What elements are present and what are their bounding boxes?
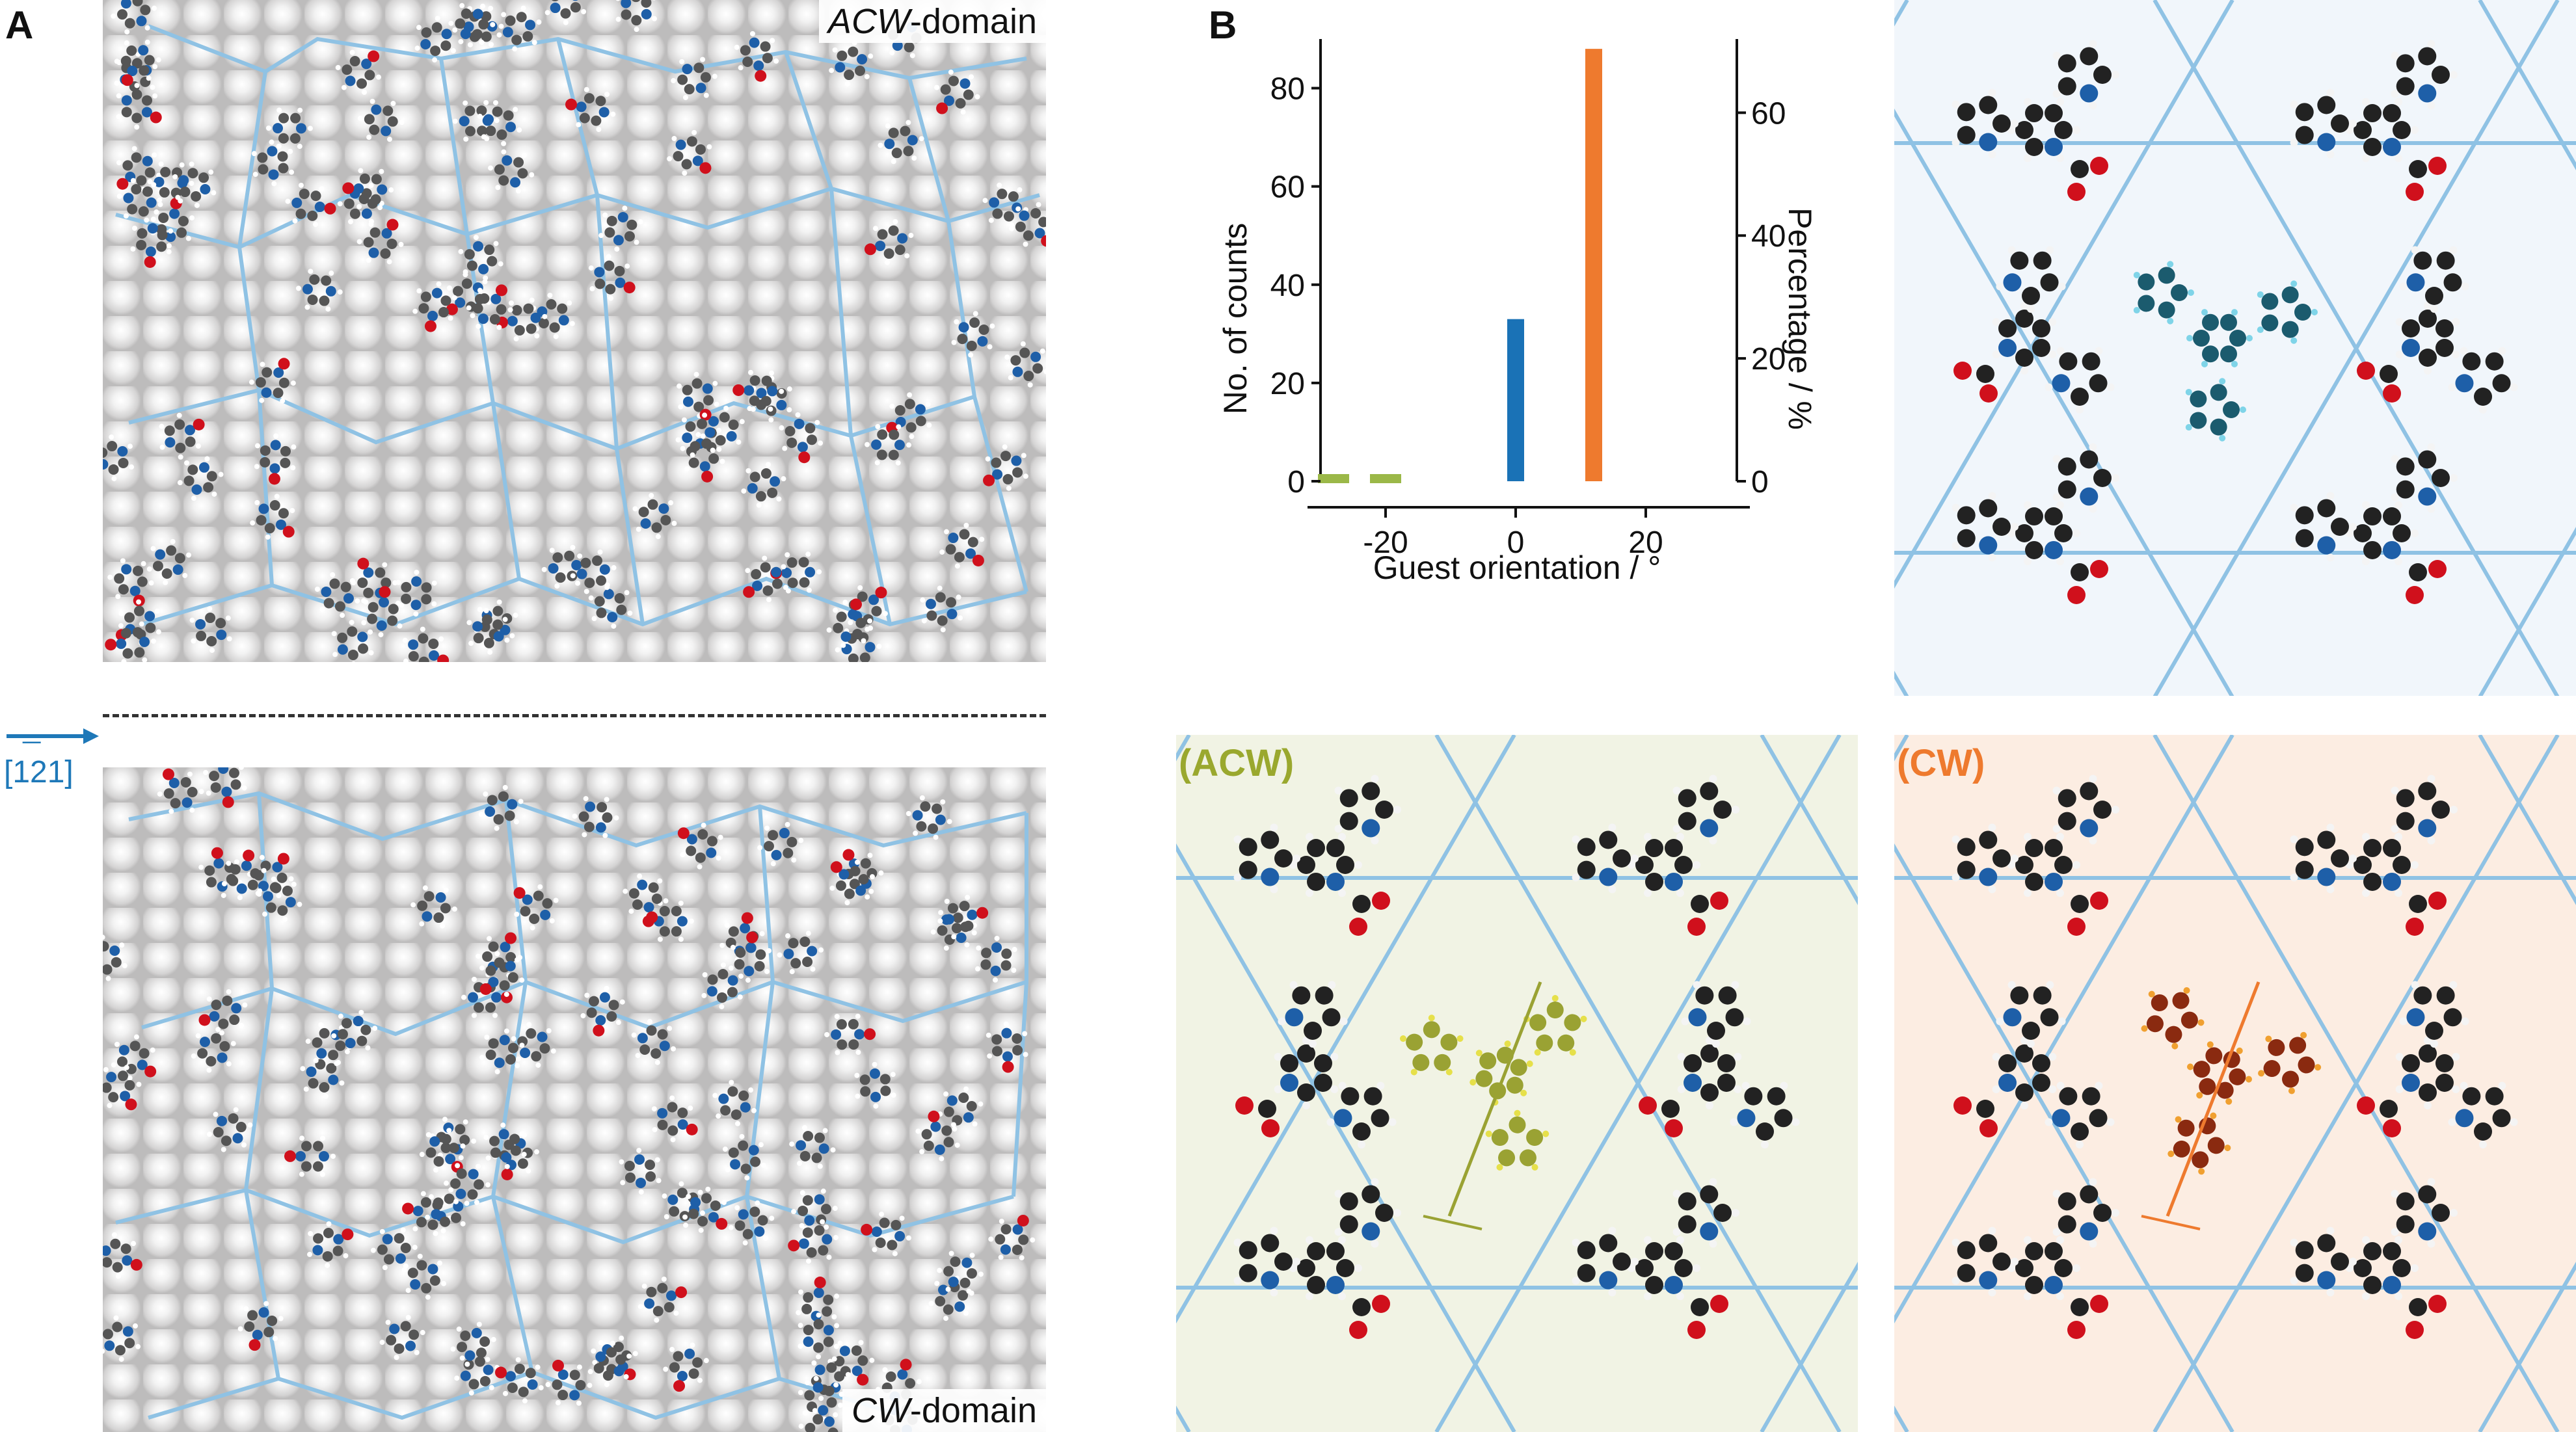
acw-model-label: (ACW) <box>1179 742 1295 784</box>
host-molecule <box>1952 443 2119 604</box>
chart-xtick-label: -20 <box>1363 525 1408 560</box>
cw-domain-simulation: CW-domain <box>103 767 1046 1432</box>
chart-ytick-label: 0 <box>1287 465 1305 499</box>
acw-network-overlay <box>103 0 1046 662</box>
acw-domain-suffix: -domain <box>909 2 1037 41</box>
acw-domain-prefix: ACW <box>827 2 910 41</box>
lattice-lines <box>1176 735 1858 1432</box>
orientation-bar-chart: 0 20 40 60 80 0 20 40 60 -20 0 20 Guest orientation… <box>1217 39 1818 586</box>
host-molecule <box>1952 1178 2119 1339</box>
host-molecule <box>2290 1178 2458 1339</box>
neutral-model-drawing <box>1894 0 2576 696</box>
direction-arrow-icon <box>7 728 99 744</box>
guest-molecule <box>2133 261 2318 442</box>
chart-bar <box>1507 319 1524 481</box>
direction-overbars: ‾‾ <box>23 739 40 771</box>
guest-molecule <box>2141 987 2322 1175</box>
host-molecule <box>1639 981 1800 1148</box>
domain-separator <box>103 714 1046 717</box>
lattice-lines <box>1894 735 2576 1432</box>
chart-ylabel: No. of counts <box>1217 223 1254 415</box>
host-molecule <box>1952 40 2119 201</box>
chart-ytick-label: 20 <box>1270 367 1305 401</box>
host-molecule <box>1953 981 2115 1148</box>
acw-domain-simulation: ACW-domain <box>103 0 1046 662</box>
cw-model-label: (CW) <box>1897 742 1985 784</box>
chart-ylabel-right: Percentage / % <box>1782 207 1818 430</box>
acw-domain-label: ACW-domain <box>818 0 1046 43</box>
host-molecule <box>2290 775 2458 936</box>
chart-ytick-right-label: 0 <box>1751 465 1769 499</box>
host-molecule <box>1235 981 1397 1148</box>
host-molecule <box>1233 775 1401 936</box>
panel-a-letter: A <box>5 3 34 47</box>
cw-domain-label: CW-domain <box>842 1389 1046 1432</box>
angle-marker <box>1423 1215 1483 1230</box>
host-molecule <box>1572 1178 1739 1339</box>
chart-ytick-label: 60 <box>1270 170 1305 205</box>
guest-molecule <box>1400 995 1587 1171</box>
chart-ytick-right-label: 40 <box>1751 219 1786 254</box>
host-molecule <box>2357 246 2518 414</box>
angle-marker <box>2141 1215 2201 1230</box>
neutral-model <box>1894 0 2576 696</box>
host-molecule <box>1233 1178 1401 1339</box>
host-molecule <box>2290 40 2458 201</box>
cw-domain-prefix: CW <box>851 1391 910 1430</box>
chart-bar <box>1585 49 1602 482</box>
cw-model-drawing <box>1894 735 2576 1432</box>
chart-ytick-right-label: 20 <box>1751 342 1786 377</box>
host-molecule <box>2290 443 2458 604</box>
chart-xtick-label: 20 <box>1628 525 1663 560</box>
acw-model: (ACW) <box>1176 735 1858 1432</box>
acw-model-drawing <box>1176 735 1858 1432</box>
chart-ytick-label: 80 <box>1270 72 1305 107</box>
direction-indicator: ‾‾ [121] <box>0 727 99 799</box>
guest-axis-line <box>1447 981 1542 1217</box>
cw-model: (CW) <box>1894 735 2576 1432</box>
panel-b-letter: B <box>1209 3 1237 47</box>
host-molecule <box>1953 246 2115 414</box>
direction-label: [121] <box>4 755 74 789</box>
host-molecule <box>1952 775 2119 936</box>
host-molecule <box>2357 981 2518 1148</box>
guest-axis-line <box>2166 981 2261 1217</box>
chart-xtick-label: 0 <box>1507 525 1525 560</box>
cw-network-overlay <box>103 767 1036 1432</box>
cw-domain-suffix: -domain <box>909 1391 1037 1430</box>
chart-xlabel: Guest orientation / ° <box>1373 550 1661 586</box>
chart-ytick-label: 40 <box>1270 269 1305 303</box>
lattice-lines <box>1894 0 2576 696</box>
host-molecule <box>1572 775 1739 936</box>
chart-ytick-right-label: 60 <box>1751 96 1786 131</box>
